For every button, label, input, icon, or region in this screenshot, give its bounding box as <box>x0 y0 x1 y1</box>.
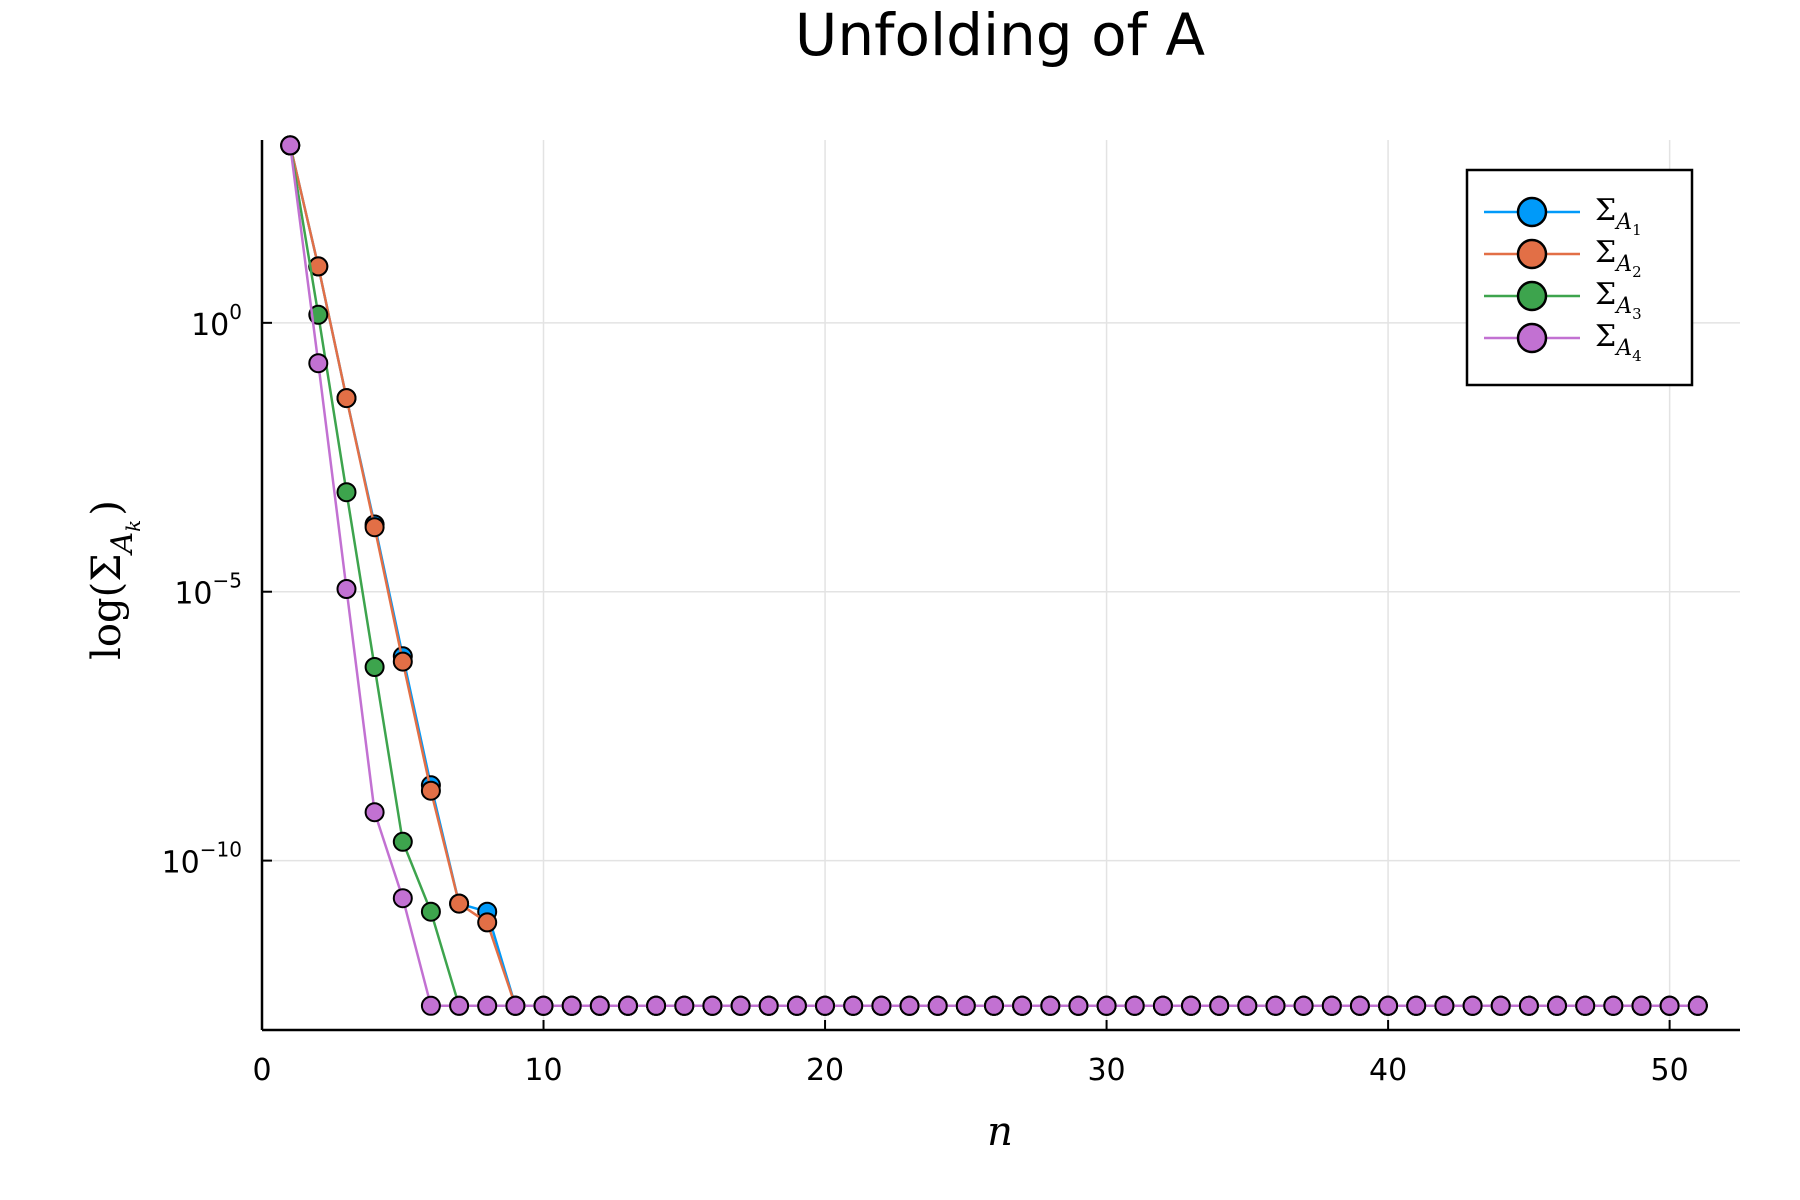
y-axis-label-sub: A <box>105 532 140 557</box>
data-point <box>815 995 835 1016</box>
y-axis-label-close: ) <box>84 500 130 516</box>
x-tick-label: 20 <box>806 1053 844 1088</box>
data-point <box>1687 995 1708 1016</box>
data-point <box>1265 995 1286 1016</box>
data-point <box>1040 995 1061 1016</box>
data-point <box>1547 995 1567 1016</box>
legend-item-3: ΣA3 <box>1484 277 1642 323</box>
data-point <box>1181 995 1201 1016</box>
data-point <box>336 388 357 409</box>
legend-marker <box>1516 280 1548 312</box>
data-point <box>871 995 892 1016</box>
data-point <box>1068 995 1089 1016</box>
series-4 <box>280 135 1708 1016</box>
data-point <box>786 995 807 1016</box>
data-point <box>420 995 441 1016</box>
legend-item-1: ΣA1 <box>1484 193 1642 239</box>
data-point <box>449 995 470 1016</box>
data-point <box>561 995 582 1016</box>
legend-label: ΣA1 <box>1595 193 1642 239</box>
data-point <box>899 995 920 1016</box>
y-tick-label: 100 <box>191 300 242 343</box>
data-point <box>1012 995 1033 1016</box>
data-point <box>392 831 413 852</box>
x-tick-label: 40 <box>1369 1053 1407 1088</box>
data-point <box>364 517 385 538</box>
data-point <box>336 482 357 503</box>
chart-title: Unfolding of A <box>795 1 1206 69</box>
data-point <box>927 995 948 1016</box>
legend-label: ΣA2 <box>1595 235 1642 281</box>
y-tick-label: 10−5 <box>174 569 242 612</box>
x-tick-label: 10 <box>524 1053 562 1088</box>
data-point <box>1096 995 1117 1016</box>
data-point <box>1462 995 1483 1016</box>
data-point <box>392 651 413 672</box>
legend-marker <box>1516 322 1548 354</box>
legend-box <box>1465 168 1694 387</box>
data-point <box>364 657 385 677</box>
data-point <box>1603 995 1624 1016</box>
legend-item-2: ΣA2 <box>1484 235 1642 281</box>
y-tick-label: 10−10 <box>162 838 242 881</box>
svg-text:log(ΣAk): log(ΣAk) <box>84 500 145 660</box>
data-point <box>1631 995 1652 1016</box>
data-point <box>364 802 385 823</box>
data-point <box>1209 995 1230 1016</box>
legend-marker <box>1516 238 1548 270</box>
data-point <box>1406 995 1427 1016</box>
data-point <box>1434 995 1455 1016</box>
x-tick-label: 50 <box>1651 1053 1689 1088</box>
data-point <box>1490 995 1511 1016</box>
data-point <box>1378 995 1399 1016</box>
x-ticks: 0 10 20 30 40 50 <box>252 1020 1689 1088</box>
data-point <box>730 995 751 1016</box>
data-point <box>1152 995 1173 1016</box>
data-point <box>420 780 441 801</box>
data-point <box>955 995 976 1016</box>
data-point <box>1659 995 1680 1016</box>
data-point <box>843 995 864 1016</box>
data-point <box>280 135 301 156</box>
x-tick-label: 30 <box>1087 1053 1125 1088</box>
x-tick-label: 0 <box>252 1053 271 1088</box>
data-point <box>589 995 610 1016</box>
data-point <box>984 995 1004 1016</box>
data-point <box>1237 995 1258 1016</box>
data-point <box>392 888 413 909</box>
x-axis-label: n <box>987 1109 1013 1155</box>
data-point <box>1349 995 1370 1016</box>
data-point <box>449 893 470 914</box>
data-point <box>646 995 667 1016</box>
series-group <box>280 135 1708 1016</box>
y-ticks: 100 10−5 10−10 <box>162 300 272 881</box>
data-point <box>336 579 357 599</box>
data-point <box>758 995 779 1016</box>
data-point <box>674 995 695 1016</box>
data-point <box>1575 995 1596 1016</box>
data-point <box>1518 995 1539 1016</box>
data-point <box>1124 995 1145 1016</box>
data-point <box>533 995 554 1016</box>
data-point <box>618 995 638 1016</box>
legend-label: ΣA3 <box>1595 277 1642 323</box>
y-axis-label-subsub: k <box>121 520 145 532</box>
data-point <box>702 995 723 1016</box>
legend-label: ΣA4 <box>1595 319 1642 365</box>
y-axis-label: log(ΣAk) <box>84 500 145 660</box>
data-point <box>308 353 329 374</box>
data-point <box>477 912 498 933</box>
data-point <box>477 995 498 1016</box>
data-point <box>1293 995 1314 1016</box>
legend-marker <box>1516 196 1548 228</box>
y-axis-label-main: log(Σ <box>84 554 130 660</box>
legend-item-4: ΣA4 <box>1484 319 1642 365</box>
data-point <box>420 901 441 922</box>
data-point <box>1321 995 1342 1016</box>
data-point <box>505 995 526 1016</box>
